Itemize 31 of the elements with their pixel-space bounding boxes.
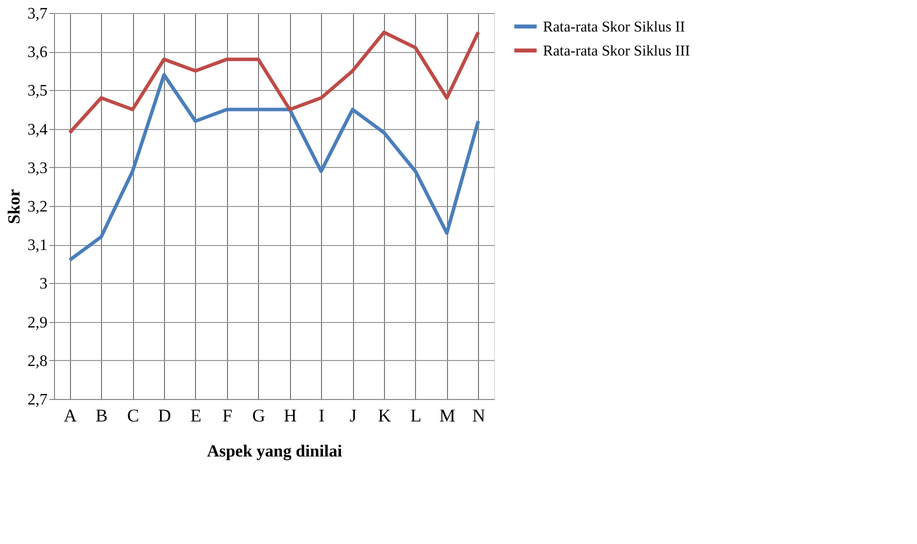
y-tick-label: 3,6 [28,44,48,62]
x-tick-label: I [318,406,325,426]
x-tick-label: L [410,406,422,426]
x-tick-label: F [222,406,232,426]
x-tick-label: G [252,406,266,426]
x-tick-label: D [158,406,171,426]
legend-label: Rata-rata Skor Siklus III [543,44,690,60]
x-tick-label: J [350,406,357,426]
x-tick-label: N [472,406,486,426]
x-tick-label: H [284,406,297,426]
y-axis-title: Skor [4,188,24,224]
legend-label: Rata-rata Skor Siklus II [543,20,686,36]
x-tick-label: K [378,406,391,426]
line-series [68,73,480,262]
y-tick-label: 2,7 [28,392,48,408]
x-tick-label: A [64,406,77,426]
y-tick-label: 3,2 [28,198,48,216]
y-tick-label: 3 [40,276,48,293]
y-tick-label: 3,3 [28,160,48,177]
x-tick-label: B [96,406,108,426]
line-series [68,30,480,134]
x-axis-title: Aspek yang dinilai [206,442,342,460]
y-tick-label: 3,5 [28,82,48,100]
y-tick-label: 3,4 [28,121,48,138]
x-tick-label: C [127,406,140,426]
y-tick-label: 3,7 [28,6,48,22]
y-tick-label: 2,8 [28,352,48,370]
x-tick-label: E [190,406,202,426]
y-tick-label: 2,9 [28,314,48,332]
y-tick-label: 3,1 [28,237,48,254]
x-tick-label: M [439,406,456,426]
